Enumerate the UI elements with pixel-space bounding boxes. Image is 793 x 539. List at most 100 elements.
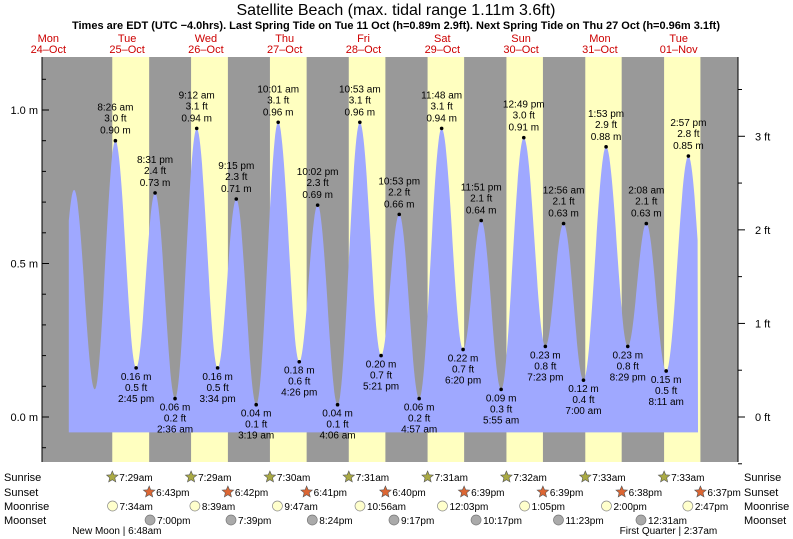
tide-ft-label: 2.3 ft bbox=[225, 172, 247, 183]
tide-m-label: 0.73 m bbox=[140, 178, 171, 189]
sunrise-icon bbox=[342, 470, 356, 483]
day-name: Fri bbox=[357, 33, 370, 45]
sunrise-icon bbox=[499, 470, 513, 483]
day-name: Tue bbox=[118, 33, 137, 45]
tide-m-label: 0.23 m bbox=[612, 350, 643, 361]
tide-point bbox=[686, 154, 691, 158]
tide-m-label: 0.06 m bbox=[160, 403, 191, 414]
tide-ft-label: 0.5 ft bbox=[655, 386, 677, 397]
sunrise-icon bbox=[184, 470, 198, 483]
tide-point bbox=[604, 145, 608, 149]
tide-m-label: 0.63 m bbox=[631, 209, 662, 220]
tide-time-label: 7:00 am bbox=[565, 406, 601, 417]
left-tick-label: 0.0 m bbox=[10, 412, 38, 424]
tide-ft-label: 0.1 ft bbox=[245, 420, 267, 431]
tide-ft-label: 2.1 ft bbox=[470, 194, 492, 205]
tide-point bbox=[521, 135, 526, 140]
tide-time-label: 8:29 pm bbox=[610, 372, 646, 383]
sunset-time: 6:43pm bbox=[156, 488, 189, 499]
tide-ft-label: 2.9 ft bbox=[595, 120, 617, 131]
day-date: 31–Oct bbox=[582, 44, 617, 56]
sunrise-time: 7:30am bbox=[277, 473, 310, 484]
tide-time-label: 4:26 pm bbox=[281, 388, 317, 399]
day-date: 26–Oct bbox=[188, 44, 223, 56]
day-date: 25–Oct bbox=[109, 44, 144, 56]
moonrise-time: 2:47pm bbox=[695, 502, 728, 513]
tide-time-label: 1:53 pm bbox=[588, 109, 624, 120]
tide-m-label: 0.12 m bbox=[568, 384, 599, 395]
tide-point bbox=[113, 138, 118, 143]
tide-point bbox=[234, 197, 239, 201]
tide-point bbox=[499, 387, 503, 392]
tide-point bbox=[215, 366, 220, 370]
tide-ft-label: 3.1 ft bbox=[267, 95, 289, 106]
tide-m-label: 0.69 m bbox=[302, 190, 333, 201]
right-tick-label: 0 ft bbox=[755, 412, 770, 424]
tide-ft-label: 3.0 ft bbox=[104, 114, 126, 125]
tide-m-label: 0.22 m bbox=[448, 353, 479, 364]
moonrise-icon bbox=[272, 500, 283, 512]
tide-point bbox=[581, 378, 586, 382]
tide-time-label: 8:11 am bbox=[648, 397, 683, 408]
row-label-right: Moonrise bbox=[744, 501, 789, 513]
tide-time-label: 10:53 am bbox=[339, 84, 381, 95]
tide-time-label: 10:01 am bbox=[257, 84, 299, 95]
sunrise-time: 7:31am bbox=[356, 473, 389, 484]
moonset-time: 8:24pm bbox=[319, 516, 352, 527]
tide-water-area bbox=[68, 122, 699, 433]
tide-ft-label: 0.7 ft bbox=[370, 371, 392, 382]
sunset-icon bbox=[142, 485, 156, 498]
moonrise-time: 1:05pm bbox=[532, 502, 565, 513]
left-tick-label: 0.5 m bbox=[10, 259, 38, 271]
day-date: 27–Oct bbox=[267, 44, 302, 56]
sunset-icon bbox=[615, 485, 629, 498]
tide-ft-label: 2.4 ft bbox=[144, 166, 166, 177]
moonset-icon bbox=[635, 514, 647, 526]
tide-time-label: 3:34 pm bbox=[200, 394, 236, 405]
sunset-time: 6:40pm bbox=[392, 488, 425, 499]
moonset-time: 9:17pm bbox=[401, 516, 434, 527]
tide-time-label: 2:57 pm bbox=[670, 118, 706, 129]
tide-time-label: 2:08 am bbox=[628, 186, 664, 197]
right-tick-label: 1 ft bbox=[755, 318, 770, 330]
tide-point bbox=[134, 366, 138, 370]
moon-phase-label: First Quarter | 2:37am bbox=[620, 526, 718, 537]
right-tick-label: 2 ft bbox=[755, 225, 770, 237]
tide-ft-label: 0.5 ft bbox=[125, 383, 147, 394]
moonrise-time: 2:00pm bbox=[613, 502, 646, 513]
day-date: 30–Oct bbox=[503, 44, 538, 56]
moonrise-icon bbox=[519, 500, 531, 512]
tide-time-label: 10:53 pm bbox=[378, 176, 420, 187]
tide-time-label: 12:49 pm bbox=[503, 100, 545, 111]
day-name: Mon bbox=[589, 33, 610, 45]
tide-point bbox=[276, 120, 280, 125]
tide-m-label: 0.96 m bbox=[345, 107, 376, 118]
day-date: 24–Oct bbox=[31, 44, 66, 56]
tide-time-label: 3:19 am bbox=[238, 431, 274, 442]
sunrise-time: 7:32am bbox=[513, 473, 546, 484]
tide-time-label: 11:51 pm bbox=[461, 183, 502, 194]
tide-time-label: 8:31 pm bbox=[137, 155, 173, 166]
tide-m-label: 0.96 m bbox=[263, 107, 294, 118]
tide-ft-label: 2.1 ft bbox=[552, 197, 574, 208]
moonset-icon bbox=[225, 514, 237, 526]
tide-point bbox=[664, 369, 668, 373]
day-date: 01–Nov bbox=[660, 44, 698, 56]
moonset-time: 7:39pm bbox=[238, 516, 271, 527]
row-label-left: Sunrise bbox=[4, 472, 41, 484]
day-name: Thu bbox=[275, 33, 294, 45]
day-name: Sun bbox=[511, 33, 531, 45]
tide-ft-label: 2.1 ft bbox=[635, 197, 657, 208]
tide-m-label: 0.66 m bbox=[384, 199, 415, 210]
sunset-icon bbox=[693, 485, 707, 498]
tide-m-label: 0.94 m bbox=[426, 113, 457, 124]
tide-m-label: 0.18 m bbox=[284, 366, 315, 377]
tide-time-label: 10:02 pm bbox=[297, 167, 339, 178]
row-label-right: Moonset bbox=[744, 515, 786, 527]
tide-m-label: 0.23 m bbox=[530, 350, 561, 361]
day-headers: Mon24–OctTue25–OctWed26–OctThu27–OctFri2… bbox=[31, 33, 699, 56]
tide-point bbox=[358, 120, 362, 125]
sunrise-icon bbox=[578, 470, 592, 483]
sunset-time: 6:41pm bbox=[314, 488, 347, 499]
day-name: Mon bbox=[38, 33, 59, 45]
